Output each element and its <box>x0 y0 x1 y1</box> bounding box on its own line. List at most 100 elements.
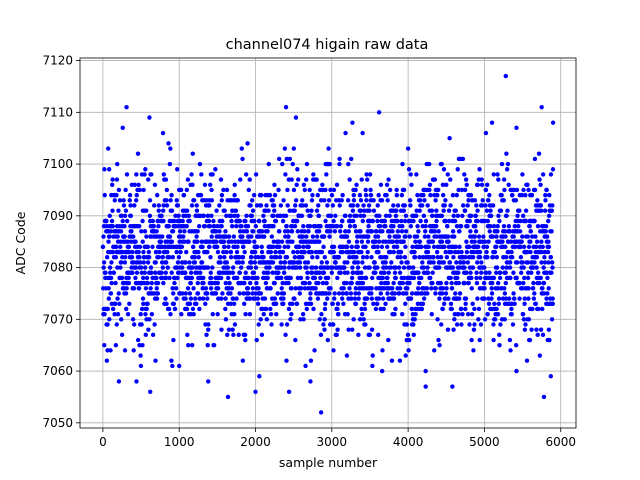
data-point <box>249 198 255 203</box>
data-point <box>539 249 544 255</box>
data-point <box>256 255 261 260</box>
data-point <box>230 270 236 275</box>
data-point <box>429 311 434 317</box>
data-point <box>328 187 333 193</box>
data-point <box>159 260 165 265</box>
data-point <box>142 229 148 234</box>
data-point <box>346 229 351 234</box>
data-point <box>318 223 323 229</box>
data-point <box>137 255 142 260</box>
data-point <box>473 229 479 234</box>
data-point <box>133 198 139 203</box>
data-point <box>496 213 501 219</box>
data-point <box>256 322 261 327</box>
data-point <box>302 229 307 234</box>
data-point <box>545 291 550 296</box>
data-point <box>399 311 405 317</box>
data-point <box>127 192 133 198</box>
data-point <box>441 192 446 198</box>
data-point <box>262 296 268 301</box>
data-point <box>463 296 469 301</box>
data-point <box>509 306 514 312</box>
data-point <box>487 270 492 275</box>
data-point <box>251 229 256 234</box>
data-point <box>130 270 135 275</box>
data-point <box>375 218 380 224</box>
data-point <box>414 234 420 239</box>
data-point <box>498 208 504 213</box>
data-point <box>483 203 488 208</box>
data-point <box>271 223 276 229</box>
data-point <box>146 249 152 255</box>
data-point <box>364 172 369 177</box>
data-point <box>392 311 397 317</box>
data-point <box>431 244 437 250</box>
data-point <box>174 249 179 255</box>
data-point <box>163 296 168 301</box>
data-point <box>243 172 249 177</box>
data-point <box>313 249 319 255</box>
data-point <box>540 244 545 250</box>
data-point <box>417 280 422 286</box>
data-point <box>474 203 479 208</box>
data-point <box>403 229 409 234</box>
data-point <box>509 249 514 255</box>
data-point <box>175 167 180 172</box>
data-point <box>174 265 180 270</box>
data-point <box>472 234 478 239</box>
data-point <box>156 223 161 229</box>
data-point <box>160 265 166 270</box>
data-point <box>433 291 438 296</box>
data-point <box>224 187 230 193</box>
data-point <box>127 301 132 307</box>
data-point <box>176 255 182 260</box>
data-point <box>279 265 284 270</box>
data-point <box>495 286 501 291</box>
data-point <box>267 265 272 270</box>
data-point <box>532 291 537 296</box>
data-point <box>435 317 440 322</box>
data-point <box>169 192 174 198</box>
data-point <box>452 218 458 224</box>
data-point <box>199 172 204 177</box>
data-point <box>184 223 189 229</box>
data-point <box>156 203 162 208</box>
data-point <box>327 291 332 296</box>
data-point <box>546 218 551 224</box>
data-point <box>254 337 259 343</box>
data-point <box>403 213 409 219</box>
data-point <box>128 213 134 219</box>
data-point <box>395 229 401 234</box>
data-point <box>218 255 223 260</box>
data-point <box>491 337 496 343</box>
data-point <box>236 260 242 265</box>
data-point <box>532 156 538 162</box>
data-point <box>265 270 271 275</box>
data-point <box>109 280 114 286</box>
data-point <box>531 265 536 270</box>
data-point <box>229 286 235 291</box>
data-point <box>524 358 530 363</box>
data-point <box>195 229 200 234</box>
data-point <box>134 379 139 384</box>
data-point <box>489 120 495 125</box>
data-point <box>436 337 441 343</box>
data-point <box>352 296 358 301</box>
data-point <box>122 223 127 229</box>
data-point <box>295 275 301 281</box>
data-point <box>316 280 321 286</box>
data-point <box>520 172 525 177</box>
data-point <box>225 265 231 270</box>
data-point <box>404 322 410 327</box>
data-point <box>331 249 336 255</box>
data-point <box>187 260 192 265</box>
data-point <box>475 182 481 187</box>
data-point <box>254 280 259 286</box>
data-point <box>409 182 414 187</box>
data-point <box>440 306 445 312</box>
data-point <box>133 265 139 270</box>
data-point <box>122 234 127 239</box>
data-point <box>371 208 377 213</box>
data-point <box>513 198 519 203</box>
data-point <box>114 177 120 182</box>
